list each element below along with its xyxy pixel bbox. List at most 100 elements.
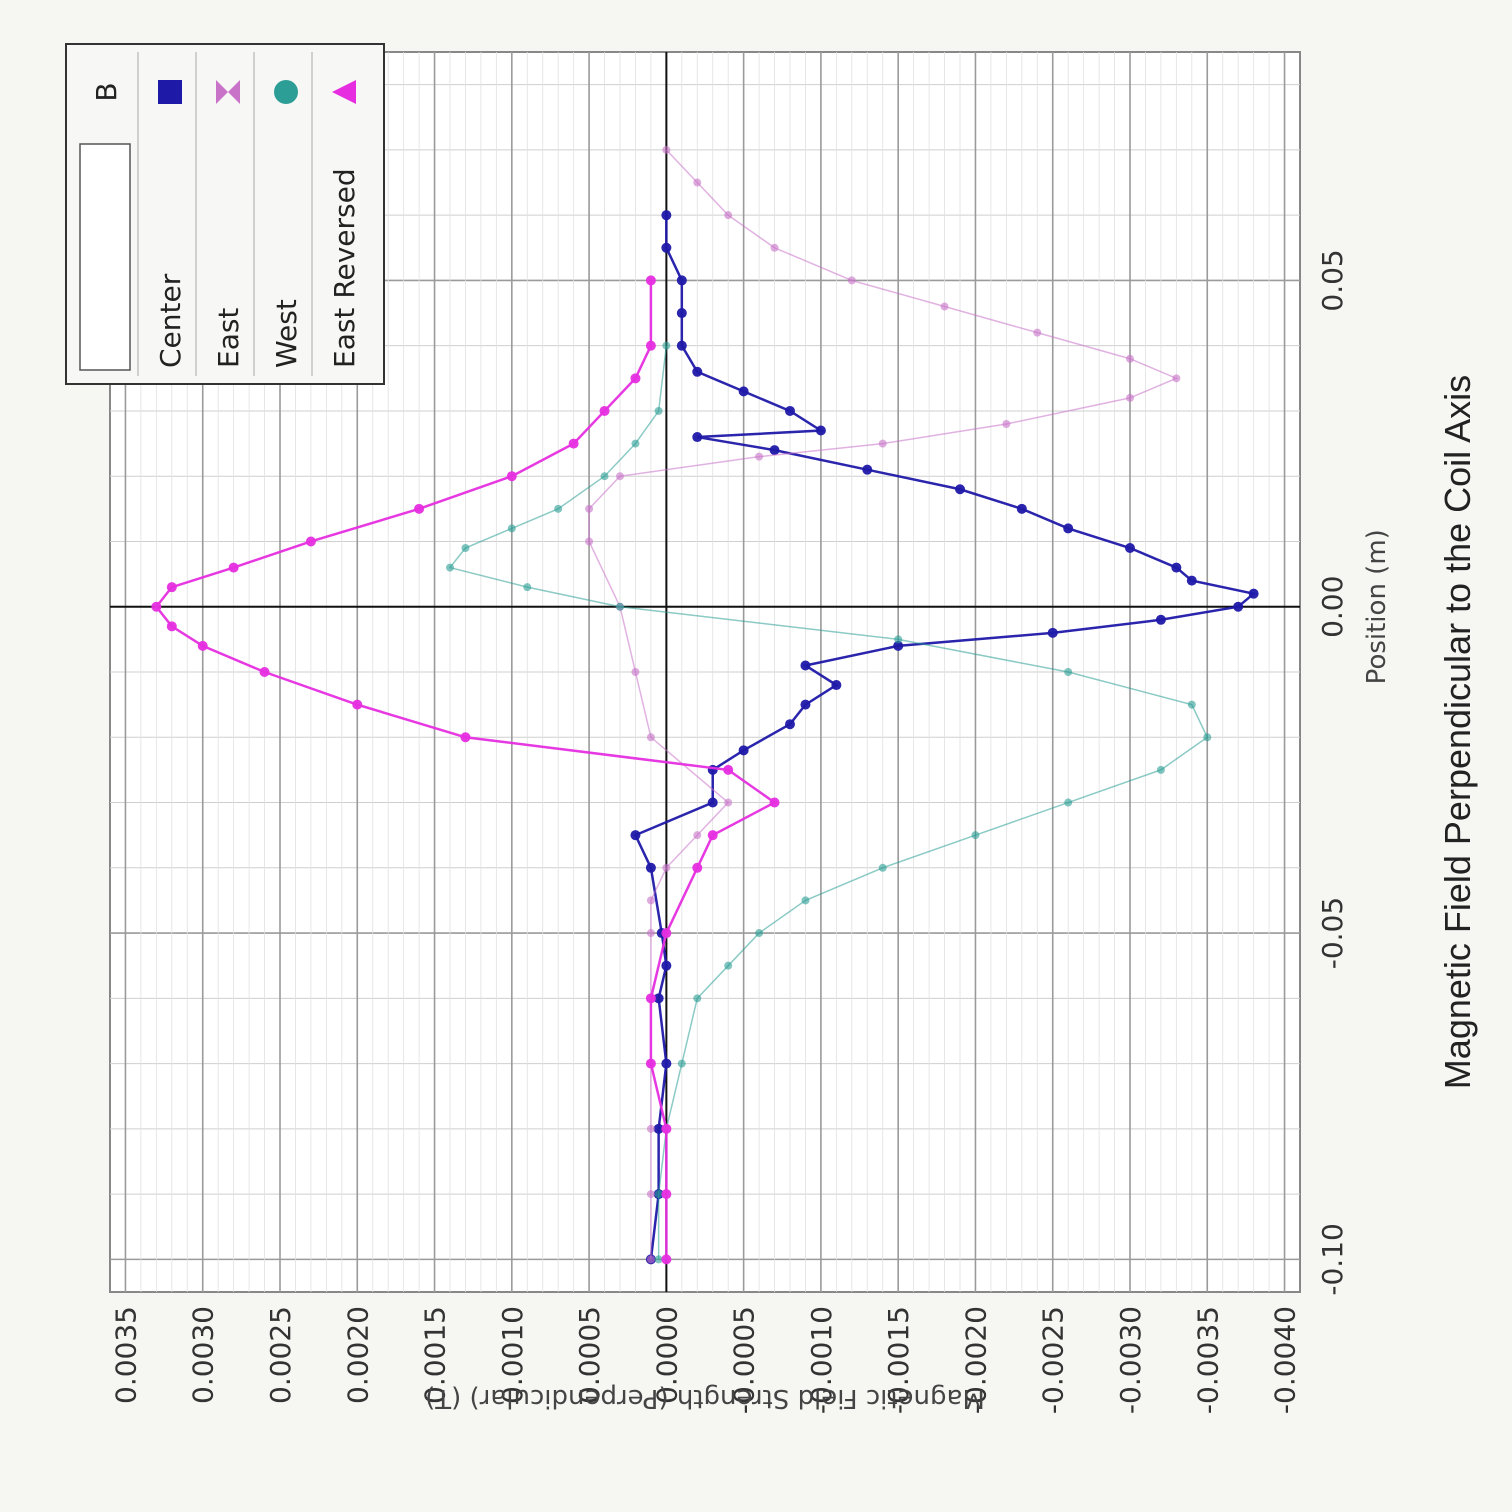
y-tick-label: 0.0020 <box>341 1306 374 1404</box>
data-point <box>1156 765 1165 774</box>
data-point <box>554 504 563 513</box>
x-tick-label: -0.05 <box>1316 897 1349 969</box>
data-point <box>1187 700 1196 709</box>
data-point <box>259 667 270 677</box>
data-point <box>940 302 949 311</box>
data-point <box>661 1254 672 1265</box>
data-point <box>1203 733 1212 742</box>
data-point <box>662 145 671 154</box>
legend-label[interactable]: West <box>270 299 303 368</box>
series-east-reversed <box>151 275 780 1265</box>
y-tick-label: -0.0010 <box>805 1306 838 1414</box>
data-point <box>878 439 887 448</box>
legend[interactable]: B Center East West East Reversed <box>65 43 385 385</box>
data-point <box>446 563 454 572</box>
data-point <box>646 929 655 938</box>
legend-box <box>65 43 385 385</box>
data-point <box>645 275 656 286</box>
data-point <box>815 425 826 436</box>
data-point <box>800 699 811 710</box>
data-point <box>1125 543 1135 553</box>
data-point <box>599 405 610 416</box>
data-point <box>645 993 656 1004</box>
y-tick-label: -0.0020 <box>959 1306 992 1414</box>
y-tick-label: 0.0010 <box>496 1306 529 1404</box>
data-point <box>352 699 363 710</box>
data-point <box>785 405 795 416</box>
data-point <box>755 929 764 938</box>
data-point <box>676 340 687 351</box>
data-point <box>692 366 703 377</box>
data-point <box>197 640 208 651</box>
tick-labels: -0.10 -0.05 0.00 0.05 0.0035 0.0030 0.0025 0.00… <box>109 249 1349 1414</box>
data-point <box>631 668 640 676</box>
legend-label[interactable]: East <box>212 308 245 368</box>
data-point <box>661 1123 672 1134</box>
data-point <box>646 1124 655 1133</box>
data-point <box>166 621 177 632</box>
data-point <box>971 831 980 840</box>
data-point <box>862 464 873 475</box>
data-point <box>1033 328 1042 337</box>
y-tick-label: 0.0000 <box>650 1306 683 1404</box>
data-point <box>955 484 965 495</box>
legend-header-cell <box>79 143 131 371</box>
series-line <box>448 345 1209 1260</box>
data-point <box>523 583 532 592</box>
data-point <box>645 1058 656 1069</box>
data-point <box>585 504 594 513</box>
y-tick-label: -0.0040 <box>1269 1306 1302 1414</box>
data-point <box>676 308 687 319</box>
data-point <box>1063 523 1074 534</box>
x-tick-label: 0.00 <box>1316 576 1349 638</box>
series-line <box>154 280 777 1260</box>
data-point <box>893 640 904 651</box>
data-point <box>1002 420 1011 428</box>
data-point <box>654 406 663 415</box>
data-point <box>707 830 718 841</box>
data-point <box>661 242 672 253</box>
data-point <box>630 373 641 384</box>
data-point <box>1233 601 1244 612</box>
data-point <box>692 432 703 443</box>
data-point <box>228 562 239 573</box>
legend-header-b: B <box>90 82 123 101</box>
data-point <box>769 445 780 456</box>
data-point <box>630 830 641 841</box>
x-tick-label: 0.05 <box>1316 249 1349 311</box>
y-axis-title: Magnetic Field Strength (Perpendicular) … <box>425 1383 985 1413</box>
data-point <box>662 341 671 350</box>
data-point <box>506 471 517 482</box>
data-point <box>693 178 702 187</box>
axes <box>110 52 1300 1292</box>
data-point <box>724 798 733 807</box>
data-point <box>724 211 733 220</box>
data-point <box>661 210 672 221</box>
data-point <box>1248 588 1259 599</box>
data-point <box>585 537 594 546</box>
data-point <box>646 1190 655 1199</box>
data-point <box>1126 393 1134 402</box>
data-point <box>831 680 842 691</box>
data-point <box>878 863 887 872</box>
data-point <box>151 601 162 612</box>
chart-title: Magnetic Field Perpendicular to the Coil… <box>1437 375 1478 1089</box>
data-point <box>1064 798 1073 807</box>
legend-marker-circle <box>274 80 298 104</box>
data-point <box>693 994 702 1003</box>
data-point <box>661 1058 672 1069</box>
series-west <box>446 341 1212 1264</box>
legend-label[interactable]: Center <box>154 273 187 368</box>
y-tick-label: 0.0025 <box>264 1306 297 1404</box>
legend-label[interactable]: East Reversed <box>328 168 361 368</box>
data-point <box>800 660 811 671</box>
y-tick-label: 0.0035 <box>109 1306 142 1404</box>
data-point <box>1126 354 1134 363</box>
data-point <box>770 243 779 252</box>
data-point <box>1155 614 1166 625</box>
data-point <box>769 797 780 808</box>
data-point <box>676 275 687 286</box>
y-tick-label: 0.0005 <box>573 1306 606 1404</box>
